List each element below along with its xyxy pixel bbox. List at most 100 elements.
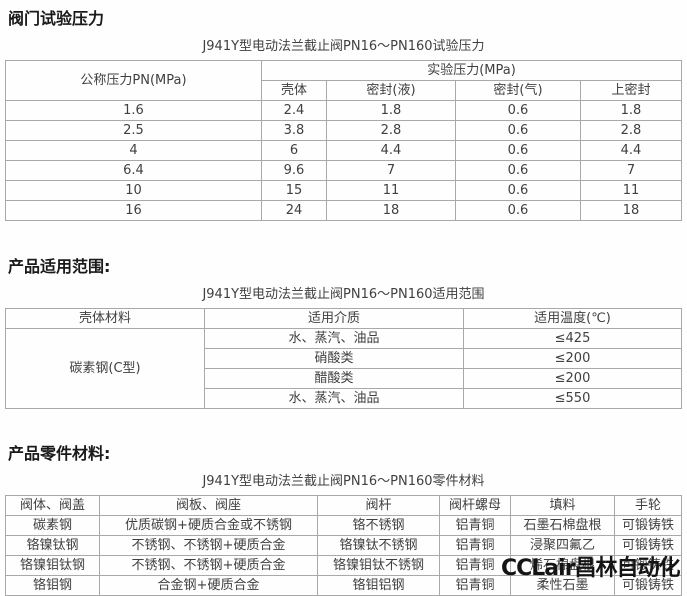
page-title: 阀门试验压力 [8,9,105,28]
table-row: 1.6 2.4 1.8 0.6 1.8 [4,100,683,121]
table-cell: 1.6 [4,100,262,121]
table-cell: 24 [260,200,327,221]
table-cell: 3.8 [260,120,327,141]
table-cell: 18 [325,200,456,221]
section-title-application-range: 产品适用范围: [8,257,111,276]
table-cell: ≤425 [463,328,682,349]
table-cell: 铝青铜 [439,575,511,596]
test-pressure-table-header: 公称压力PN(MPa) 实验压力(MPa) 壳体 密封(液) 密封(气) 上密封 [4,60,683,101]
table-cell: 铝青铜 [439,535,511,556]
table-cell: ≤550 [463,388,682,409]
column-header-packing: 填料 [510,495,615,516]
table-cell: 4 [4,140,262,161]
table-cell: 铝青铜 [439,515,511,536]
table-cell: 0.6 [454,140,581,161]
section-application-range: 产品适用范围: J941Y型电动法兰截止阀PN16～PN160适用范围 壳体材料… [0,257,687,409]
section-parts-material: 产品零件材料: J941Y型电动法兰截止阀PN16～PN160零件材料 阀体、阀… [0,444,687,596]
table-cell: 2.4 [260,100,327,121]
table-cell: 15 [260,180,327,201]
table-header-row: 公称压力PN(MPa) 实验压力(MPa) [4,60,683,101]
column-header-test-pressure-group: 实验压力(MPa) [260,60,683,81]
table-cell: 可锻铸铁 [614,515,682,536]
table-header-row: 壳体材料 适用介质 适用温度(℃) [5,308,682,329]
parts-material-table: 阀体、阀盖 阀板、阀座 阀杆 阀杆螺母 填料 手轮 碳素钢 优质碳钢+硬质合金或不… [5,495,682,596]
column-header-shell: 壳体 [260,80,327,101]
table-cell: 7 [579,160,683,181]
column-header-seal-liquid: 密封(液) [325,80,456,101]
table-cell: 铝青铜 [439,555,511,576]
table-cell: 4.4 [579,140,683,161]
table-cell: ≤200 [463,368,682,389]
column-header-body-bonnet: 阀体、阀盖 [5,495,100,516]
table-cell: 2.8 [325,120,456,141]
table-cell: 铬镍钛不锈钢 [317,535,440,556]
table-cell: 4.4 [325,140,456,161]
table-row: 碳素钢(C型) 水、蒸汽、油品 ≤425 [5,328,682,409]
table-cell: 18 [579,200,683,221]
table-cell: 可锻铸铁 [614,535,682,556]
watermark: CCLair昌林自动化 [501,556,681,581]
table-cell: 2.5 [4,120,262,141]
table-row: 10 15 11 0.6 11 [4,180,683,201]
table-cell: 0.6 [454,180,581,201]
table-row: 4 6 4.4 0.6 4.4 [4,140,683,161]
table-cell: 1.8 [579,100,683,121]
section-test-pressure: 阀门试验压力 J941Y型电动法兰截止阀PN16～PN160试验压力 公称压力P… [0,0,687,221]
table-header-row: 阀体、阀盖 阀板、阀座 阀杆 阀杆螺母 填料 手轮 [5,495,682,516]
table-caption-application-range: J941Y型电动法兰截止阀PN16～PN160适用范围 [202,287,485,302]
table-row: 6.4 9.6 7 0.6 7 [4,160,683,181]
column-header-handwheel: 手轮 [614,495,682,516]
table-cell: 2.8 [579,120,683,141]
table-row: 16 24 18 0.6 18 [4,200,683,221]
table-cell: 11 [325,180,456,201]
table-cell: 铬镍钼钛钢 [5,555,100,576]
application-range-table-header: 壳体材料 适用介质 适用温度(℃) [5,308,682,329]
table-row: 碳素钢 优质碳钢+硬质合金或不锈钢 铬不锈钢 铝青铜 石墨石棉盘根 可锻铸铁 [5,515,682,536]
column-header-upper-seal: 上密封 [579,80,683,101]
column-header-stem-nut: 阀杆螺母 [439,495,511,516]
table-cell: 7 [325,160,456,181]
test-pressure-table-body: 1.6 2.4 1.8 0.6 1.8 2.5 3.8 2.8 0.6 2.8 4 6 4.4 0.6 4.… [4,100,683,221]
table-cell: 0.6 [454,160,581,181]
table-cell: 不锈钢、不锈钢+硬质合金 [99,555,318,576]
application-range-table-body: 碳素钢(C型) 水、蒸汽、油品 ≤425 硝酸类 ≤200 醋酸类 ≤200 水、蒸汽、油品 ≤… [5,328,682,409]
table-cell: 合金钢+硬质合金 [99,575,318,596]
column-header-stem: 阀杆 [317,495,440,516]
table-cell: 9.6 [260,160,327,181]
parts-material-table-header: 阀体、阀盖 阀板、阀座 阀杆 阀杆螺母 填料 手轮 [5,495,682,516]
parts-material-table-body: 碳素钢 优质碳钢+硬质合金或不锈钢 铬不锈钢 铝青铜 石墨石棉盘根 可锻铸铁 铬镍钛钢 不锈钢… [5,515,682,596]
table-caption-parts-material: J941Y型电动法兰截止阀PN16～PN160零件材料 [202,474,485,489]
table-cell: 铬镍钼钛不锈钢 [317,555,440,576]
table-row: 铬镍钛钢 不锈钢、不锈钢+硬质合金 铬镍钛不锈钢 铝青铜 浸聚四氟乙 可锻铸铁 [5,535,682,556]
table-cell: 0.6 [454,120,581,141]
table-cell: 6 [260,140,327,161]
test-pressure-table: 公称压力PN(MPa) 实验压力(MPa) 壳体 密封(液) 密封(气) 上密封… [4,60,683,221]
table-cell: 1.8 [325,100,456,121]
table-cell: 碳素钢 [5,515,100,536]
column-header-applicable-medium: 适用介质 [204,308,464,329]
table-cell: 16 [4,200,262,221]
table-cell: 石墨石棉盘根 [510,515,615,536]
table-row: 硝酸类 ≤200 [6,348,682,369]
table-row: 水、蒸汽、油品 ≤550 [6,388,682,409]
table-cell: 水、蒸汽、油品 [204,328,464,349]
column-header-shell-material: 壳体材料 [5,308,205,329]
table-cell: 碳素钢(C型) [5,328,205,409]
table-row: 2.5 3.8 2.8 0.6 2.8 [4,120,683,141]
column-header-disc-seat: 阀板、阀座 [99,495,318,516]
section-title-parts-material: 产品零件材料: [8,444,111,463]
table-cell: 0.6 [454,100,581,121]
table-row: 铬镍钼钛钢 不锈钢、不锈钢+硬质合金 铬镍钼钛不锈钢 铝青铜 烯石棉盘根 可锻铸铁 [5,555,682,576]
table-cell: 铬钼钢 [5,575,100,596]
column-header-seal-gas: 密封(气) [454,80,581,101]
table-cell: 水、蒸汽、油品 [204,388,464,409]
table-cell: 铬钼铝钢 [317,575,440,596]
table-cell: 不锈钢、不锈钢+硬质合金 [99,535,318,556]
table-caption-test-pressure: J941Y型电动法兰截止阀PN16～PN160试验压力 [202,39,485,54]
table-cell: 6.4 [4,160,262,181]
table-cell: 10 [4,180,262,201]
table-cell: 硝酸类 [204,348,464,369]
table-cell: 11 [579,180,683,201]
column-header-applicable-temperature: 适用温度(℃) [463,308,682,329]
